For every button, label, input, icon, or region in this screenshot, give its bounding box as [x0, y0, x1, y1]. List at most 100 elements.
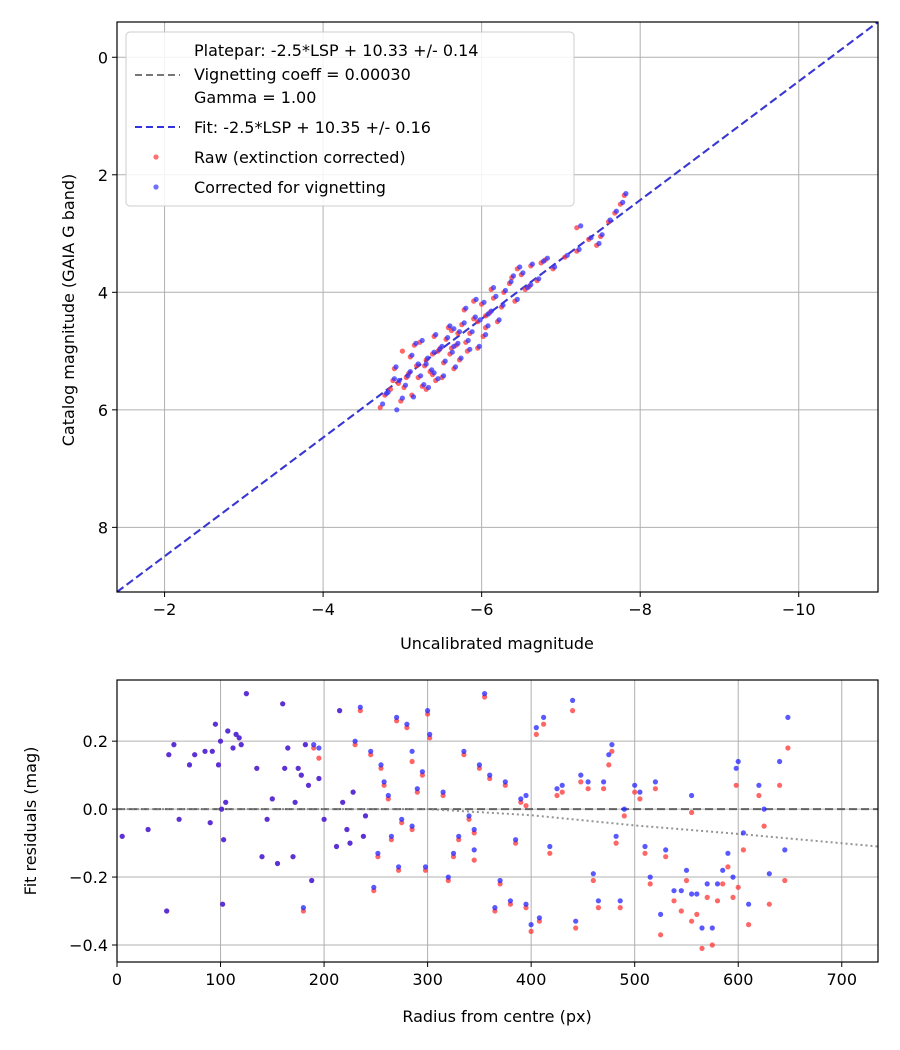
raw-point [523, 803, 529, 809]
corrected-point [442, 358, 448, 364]
top-scatter-points [377, 191, 629, 413]
corrected-point [609, 742, 615, 748]
corrected-point [447, 323, 453, 329]
corrected-point [564, 252, 570, 258]
top-x-ticks: −2 −4 −6 −8 −10 [153, 592, 816, 619]
corrected-point [405, 373, 411, 379]
corrected-point [425, 355, 431, 361]
corrected-point [441, 373, 447, 379]
raw-point [730, 894, 736, 901]
corrected-point [298, 772, 304, 778]
corrected-point [617, 898, 623, 904]
bottom-y-axis-label: Fit residuals (mag) [21, 747, 40, 896]
corrected-point [305, 782, 312, 788]
corrected-point [595, 898, 602, 904]
corrected-point [578, 772, 584, 778]
corrected-point [652, 779, 659, 785]
corrected-point [777, 758, 783, 765]
corrected-point [360, 833, 366, 839]
corrected-point [212, 721, 218, 727]
corrected-point [492, 905, 498, 911]
corrected-point [528, 922, 534, 928]
corrected-point [220, 901, 226, 907]
corrected-point [471, 826, 477, 833]
corrected-point [552, 264, 558, 270]
corrected-point [606, 752, 612, 758]
raw-point [578, 779, 584, 785]
raw-point [756, 792, 762, 799]
legend-entry-raw: Raw (extinction corrected) [194, 148, 406, 167]
corrected-point [274, 860, 281, 867]
corrected-point [585, 779, 591, 785]
raw-point [399, 348, 405, 354]
raw-point [621, 813, 627, 819]
corrected-point [467, 346, 473, 352]
raw-point [574, 225, 580, 231]
corrected-point [461, 748, 467, 754]
y-tick-label: −0.2 [69, 868, 108, 887]
corrected-point [528, 282, 534, 288]
line-fit [117, 22, 878, 592]
corrected-point [766, 871, 772, 877]
corrected-point [385, 792, 391, 799]
corrected-point [321, 816, 327, 822]
corrected-point [422, 864, 429, 870]
corrected-point [637, 789, 643, 795]
corrected-point [375, 850, 381, 856]
corrected-point [333, 843, 340, 850]
corrected-point [709, 925, 715, 931]
corrected-point [145, 826, 151, 833]
raw-point [541, 721, 547, 727]
raw-point [735, 884, 741, 890]
raw-point [709, 942, 715, 948]
raw-point [699, 945, 705, 952]
corrected-point [735, 758, 741, 765]
corrected-point [414, 786, 420, 792]
corrected-point [493, 293, 499, 299]
corrected-point [510, 273, 516, 279]
corrected-point [396, 864, 402, 870]
corrected-point [451, 343, 457, 349]
raw-point [632, 789, 638, 795]
legend-box [125, 31, 575, 207]
corrected-point [431, 370, 437, 376]
x-tick-label: 500 [619, 970, 650, 989]
raw-point [601, 786, 607, 792]
corrected-point [733, 765, 739, 771]
y-tick-label: 2 [98, 166, 108, 185]
raw-point [554, 792, 560, 799]
corrected-point [570, 697, 576, 704]
corrected-point [223, 799, 229, 805]
raw-point [733, 782, 739, 788]
corrected-point [381, 779, 387, 785]
corrected-point [483, 332, 489, 338]
corrected-point [469, 329, 475, 335]
corrected-point [517, 264, 523, 270]
corrected-point [409, 352, 415, 358]
corrected-point [344, 826, 350, 833]
raw-point [617, 905, 623, 911]
corrected-point [164, 908, 170, 914]
corrected-point [166, 752, 172, 758]
corrected-point [219, 806, 225, 812]
corrected-point [347, 840, 353, 846]
x-tick-label: 400 [516, 970, 547, 989]
corrected-point [309, 877, 315, 884]
corrected-point [357, 704, 363, 710]
corrected-point [451, 326, 457, 332]
top-fit-lines [117, 22, 878, 592]
x-tick-label: −10 [782, 600, 816, 619]
corrected-point [394, 407, 400, 413]
raw-point [528, 928, 534, 935]
corrected-point [399, 395, 405, 401]
corrected-point [689, 891, 695, 897]
bottom-reference-lines [117, 808, 878, 848]
corrected-point [380, 401, 386, 407]
corrected-point [487, 772, 493, 778]
corrected-point [607, 217, 613, 223]
corrected-point [541, 714, 547, 721]
corrected-point [782, 847, 788, 853]
x-tick-label: 0 [112, 970, 122, 989]
bottom-axes-frame [116, 679, 879, 963]
corrected-point [215, 762, 222, 768]
